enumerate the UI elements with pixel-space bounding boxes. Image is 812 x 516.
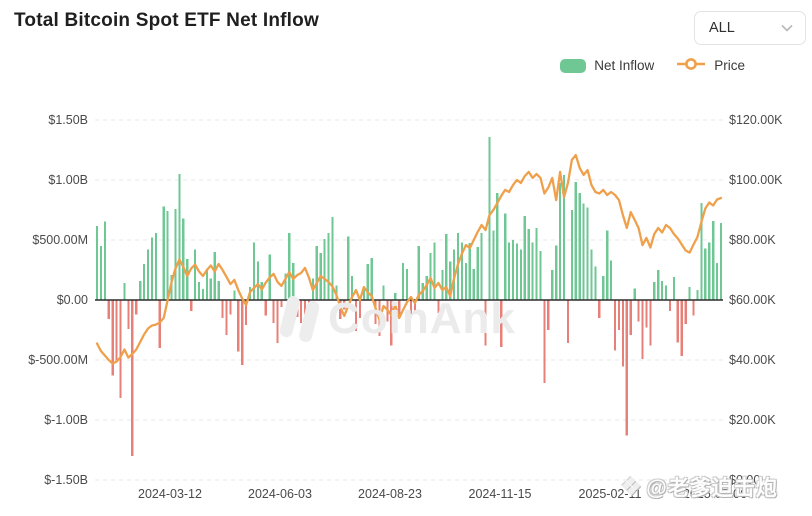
- x-axis-label: 2024-08-23: [358, 487, 422, 501]
- y-axis-label-right: $80.00K: [729, 233, 776, 247]
- legend-item-net-inflow[interactable]: Net Inflow: [560, 58, 654, 73]
- y-axis-label-left: $-500.00M: [28, 353, 88, 367]
- legend-price-label: Price: [714, 58, 745, 73]
- chevron-down-icon: [781, 24, 793, 32]
- range-selector[interactable]: ALL: [694, 11, 806, 45]
- y-axis-label-left: $500.00M: [32, 233, 88, 247]
- x-axis-label: 2025-05-06: [683, 487, 747, 501]
- page-title: Total Bitcoin Spot ETF Net Inflow: [14, 10, 319, 31]
- y-axis-label-left: $1.00B: [48, 173, 88, 187]
- legend-net-inflow-label: Net Inflow: [594, 58, 655, 73]
- y-axis-label-right: $100.00K: [729, 173, 783, 187]
- x-axis-label: 2024-06-03: [248, 487, 312, 501]
- y-axis-label-left: $0.00: [56, 293, 88, 307]
- y-axis-label-left: $1.50B: [48, 113, 88, 127]
- x-axis-label: 2025-02-11: [578, 487, 642, 501]
- y-axis-label-right: $40.00K: [729, 353, 776, 367]
- y-axis-label-right: $20.00K: [729, 413, 776, 427]
- y-axis-label-left: $-1.00B: [44, 413, 88, 427]
- legend-item-price[interactable]: Price: [676, 57, 745, 74]
- price-line-marker-icon: [676, 57, 706, 74]
- x-axis-label: 2024-11-15: [468, 487, 532, 501]
- x-axis-label: 2024-03-12: [138, 487, 202, 501]
- y-axis-label-right: $120.00K: [729, 113, 783, 127]
- range-selector-value: ALL: [709, 20, 735, 36]
- y-axis-label-left: $-1.50B: [44, 473, 88, 487]
- net-inflow-swatch-icon: [560, 58, 587, 73]
- y-axis-label-right: $0.00: [729, 473, 761, 487]
- y-axis-label-right: $60.00K: [729, 293, 776, 307]
- chart-legend: Net Inflow Price: [560, 57, 745, 74]
